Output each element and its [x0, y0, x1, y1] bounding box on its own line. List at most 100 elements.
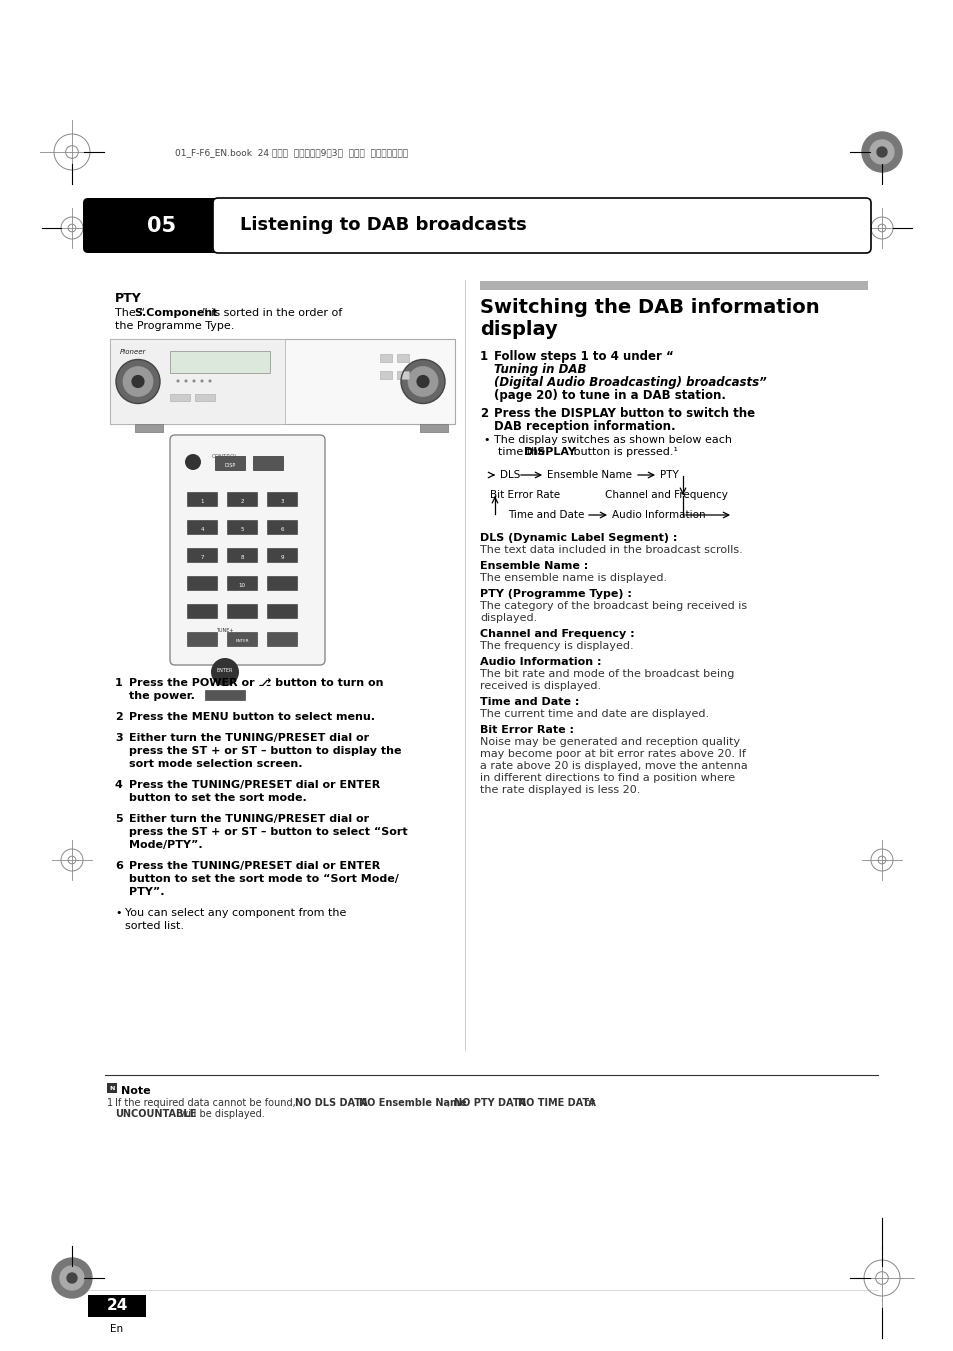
Circle shape [869, 141, 893, 163]
Bar [107, 1084, 117, 1093]
Text: the rate displayed is less 20.: the rate displayed is less 20. [479, 785, 639, 794]
Text: The current time and date are displayed.: The current time and date are displayed. [479, 709, 708, 719]
Circle shape [209, 380, 212, 382]
Text: •: • [115, 908, 121, 917]
Bar [187, 632, 216, 646]
Bar [187, 604, 216, 617]
Text: time the: time the [497, 447, 548, 457]
Bar [227, 604, 256, 617]
Text: Follow steps 1 to 4 under “: Follow steps 1 to 4 under “ [494, 350, 673, 363]
Text: the Programme Type.: the Programme Type. [115, 322, 234, 331]
Text: 2: 2 [240, 499, 244, 504]
Text: The bit rate and mode of the broadcast being: The bit rate and mode of the broadcast b… [479, 669, 734, 680]
Bar [227, 520, 256, 534]
Text: Listening to DAB broadcasts: Listening to DAB broadcasts [240, 216, 526, 235]
Text: ENTER: ENTER [235, 639, 249, 643]
Text: Bit Error Rate: Bit Error Rate [490, 490, 559, 500]
Circle shape [52, 1258, 91, 1298]
Text: display: display [479, 320, 558, 339]
Circle shape [416, 374, 429, 388]
Text: Audio Information: Audio Information [612, 509, 705, 520]
Text: a rate above 20 is displayed, move the antenna: a rate above 20 is displayed, move the a… [479, 761, 747, 771]
Text: Time and Date :: Time and Date : [479, 697, 578, 707]
Text: Channel and Frequency :: Channel and Frequency : [479, 630, 634, 639]
Text: the power.: the power. [129, 690, 194, 701]
Text: sorted list.: sorted list. [125, 921, 184, 931]
Circle shape [123, 366, 153, 397]
Text: Audio Information :: Audio Information : [479, 657, 601, 667]
Text: Mode/PTY”.: Mode/PTY”. [129, 840, 202, 850]
Bar [267, 632, 296, 646]
Text: DLS (Dynamic Label Segment) :: DLS (Dynamic Label Segment) : [479, 534, 677, 543]
Text: 7: 7 [200, 555, 204, 561]
Text: button is pressed.¹: button is pressed.¹ [569, 447, 678, 457]
Text: 3: 3 [280, 499, 283, 504]
Text: ,: , [511, 1098, 517, 1108]
Text: The category of the broadcast being received is: The category of the broadcast being rece… [479, 601, 746, 611]
Text: press the ST + or ST – button to display the: press the ST + or ST – button to display… [129, 746, 401, 757]
Circle shape [132, 374, 145, 388]
Text: may become poor at bit error rates above 20. If: may become poor at bit error rates above… [479, 748, 745, 759]
Text: 8: 8 [240, 555, 244, 561]
Text: 1: 1 [107, 1098, 113, 1108]
Text: Tuning in DAB: Tuning in DAB [494, 363, 586, 376]
Text: received is displayed.: received is displayed. [479, 681, 600, 690]
Text: (page 20) to tune in a DAB station.: (page 20) to tune in a DAB station. [494, 389, 725, 403]
Text: Press the POWER or ⎇ button to turn on: Press the POWER or ⎇ button to turn on [129, 678, 383, 688]
Bar [267, 520, 296, 534]
Circle shape [211, 658, 239, 686]
Text: The text data included in the broadcast scrolls.: The text data included in the broadcast … [479, 544, 742, 555]
Text: En: En [111, 1324, 124, 1333]
Text: in different directions to find a position where: in different directions to find a positi… [479, 773, 735, 784]
Text: Either turn the TUNING/PRESET dial or: Either turn the TUNING/PRESET dial or [129, 815, 369, 824]
Text: PTY: PTY [659, 470, 678, 480]
Text: Ensemble Name: Ensemble Name [546, 470, 631, 480]
Text: 1: 1 [200, 499, 204, 504]
Text: NO DLS DATA: NO DLS DATA [294, 1098, 367, 1108]
Bar [187, 520, 216, 534]
Bar [187, 549, 216, 562]
Bar [479, 281, 867, 290]
Text: 01_F-F6_EN.book  24 ページ  ２００７年9月3日  月曜日  午後１時５８分: 01_F-F6_EN.book 24 ページ ２００７年9月3日 月曜日 午後１… [174, 149, 408, 158]
Bar [214, 457, 245, 470]
Text: Time and Date: Time and Date [507, 509, 584, 520]
Text: UNCOUNTABLE: UNCOUNTABLE [115, 1109, 196, 1119]
Circle shape [862, 132, 901, 172]
Text: (Digital Audio Broadcasting) broadcasts”: (Digital Audio Broadcasting) broadcasts” [494, 376, 766, 389]
Text: button to set the sort mode to “Sort Mode/: button to set the sort mode to “Sort Mod… [129, 874, 398, 884]
Text: S.Component: S.Component [133, 308, 217, 317]
Text: 4: 4 [200, 527, 204, 532]
Text: TUNE+: TUNE+ [216, 628, 233, 634]
Bar [170, 351, 270, 373]
Bar [110, 339, 285, 424]
Text: 5: 5 [115, 815, 123, 824]
Circle shape [400, 359, 444, 404]
Circle shape [176, 380, 179, 382]
Bar [267, 576, 296, 590]
Bar [267, 549, 296, 562]
Text: will be displayed.: will be displayed. [177, 1109, 265, 1119]
Text: N: N [110, 1085, 114, 1090]
Text: 24: 24 [106, 1298, 128, 1313]
Circle shape [67, 1273, 77, 1283]
Text: Press the TUNING/PRESET dial or ENTER: Press the TUNING/PRESET dial or ENTER [129, 861, 380, 871]
Text: You can select any component from the: You can select any component from the [125, 908, 346, 917]
Text: 4: 4 [115, 780, 123, 790]
Text: PTY: PTY [115, 292, 142, 305]
Circle shape [60, 1266, 84, 1290]
Text: 1: 1 [115, 678, 123, 688]
Text: 3: 3 [115, 734, 123, 743]
Text: • The display switches as shown below each: • The display switches as shown below ea… [483, 435, 731, 444]
Text: 5: 5 [240, 527, 244, 532]
Text: press the ST + or ST – button to select “Sort: press the ST + or ST – button to select … [129, 827, 407, 838]
Text: Noise may be generated and reception quality: Noise may be generated and reception qua… [479, 738, 740, 747]
Text: DISP: DISP [224, 463, 235, 467]
FancyBboxPatch shape [170, 435, 325, 665]
Text: displayed.: displayed. [479, 613, 537, 623]
Bar [187, 492, 216, 507]
Text: NO PTY DATA: NO PTY DATA [454, 1098, 526, 1108]
Circle shape [200, 380, 203, 382]
Bar [379, 372, 392, 380]
Text: The frequency is displayed.: The frequency is displayed. [479, 640, 633, 651]
Bar [379, 354, 392, 362]
